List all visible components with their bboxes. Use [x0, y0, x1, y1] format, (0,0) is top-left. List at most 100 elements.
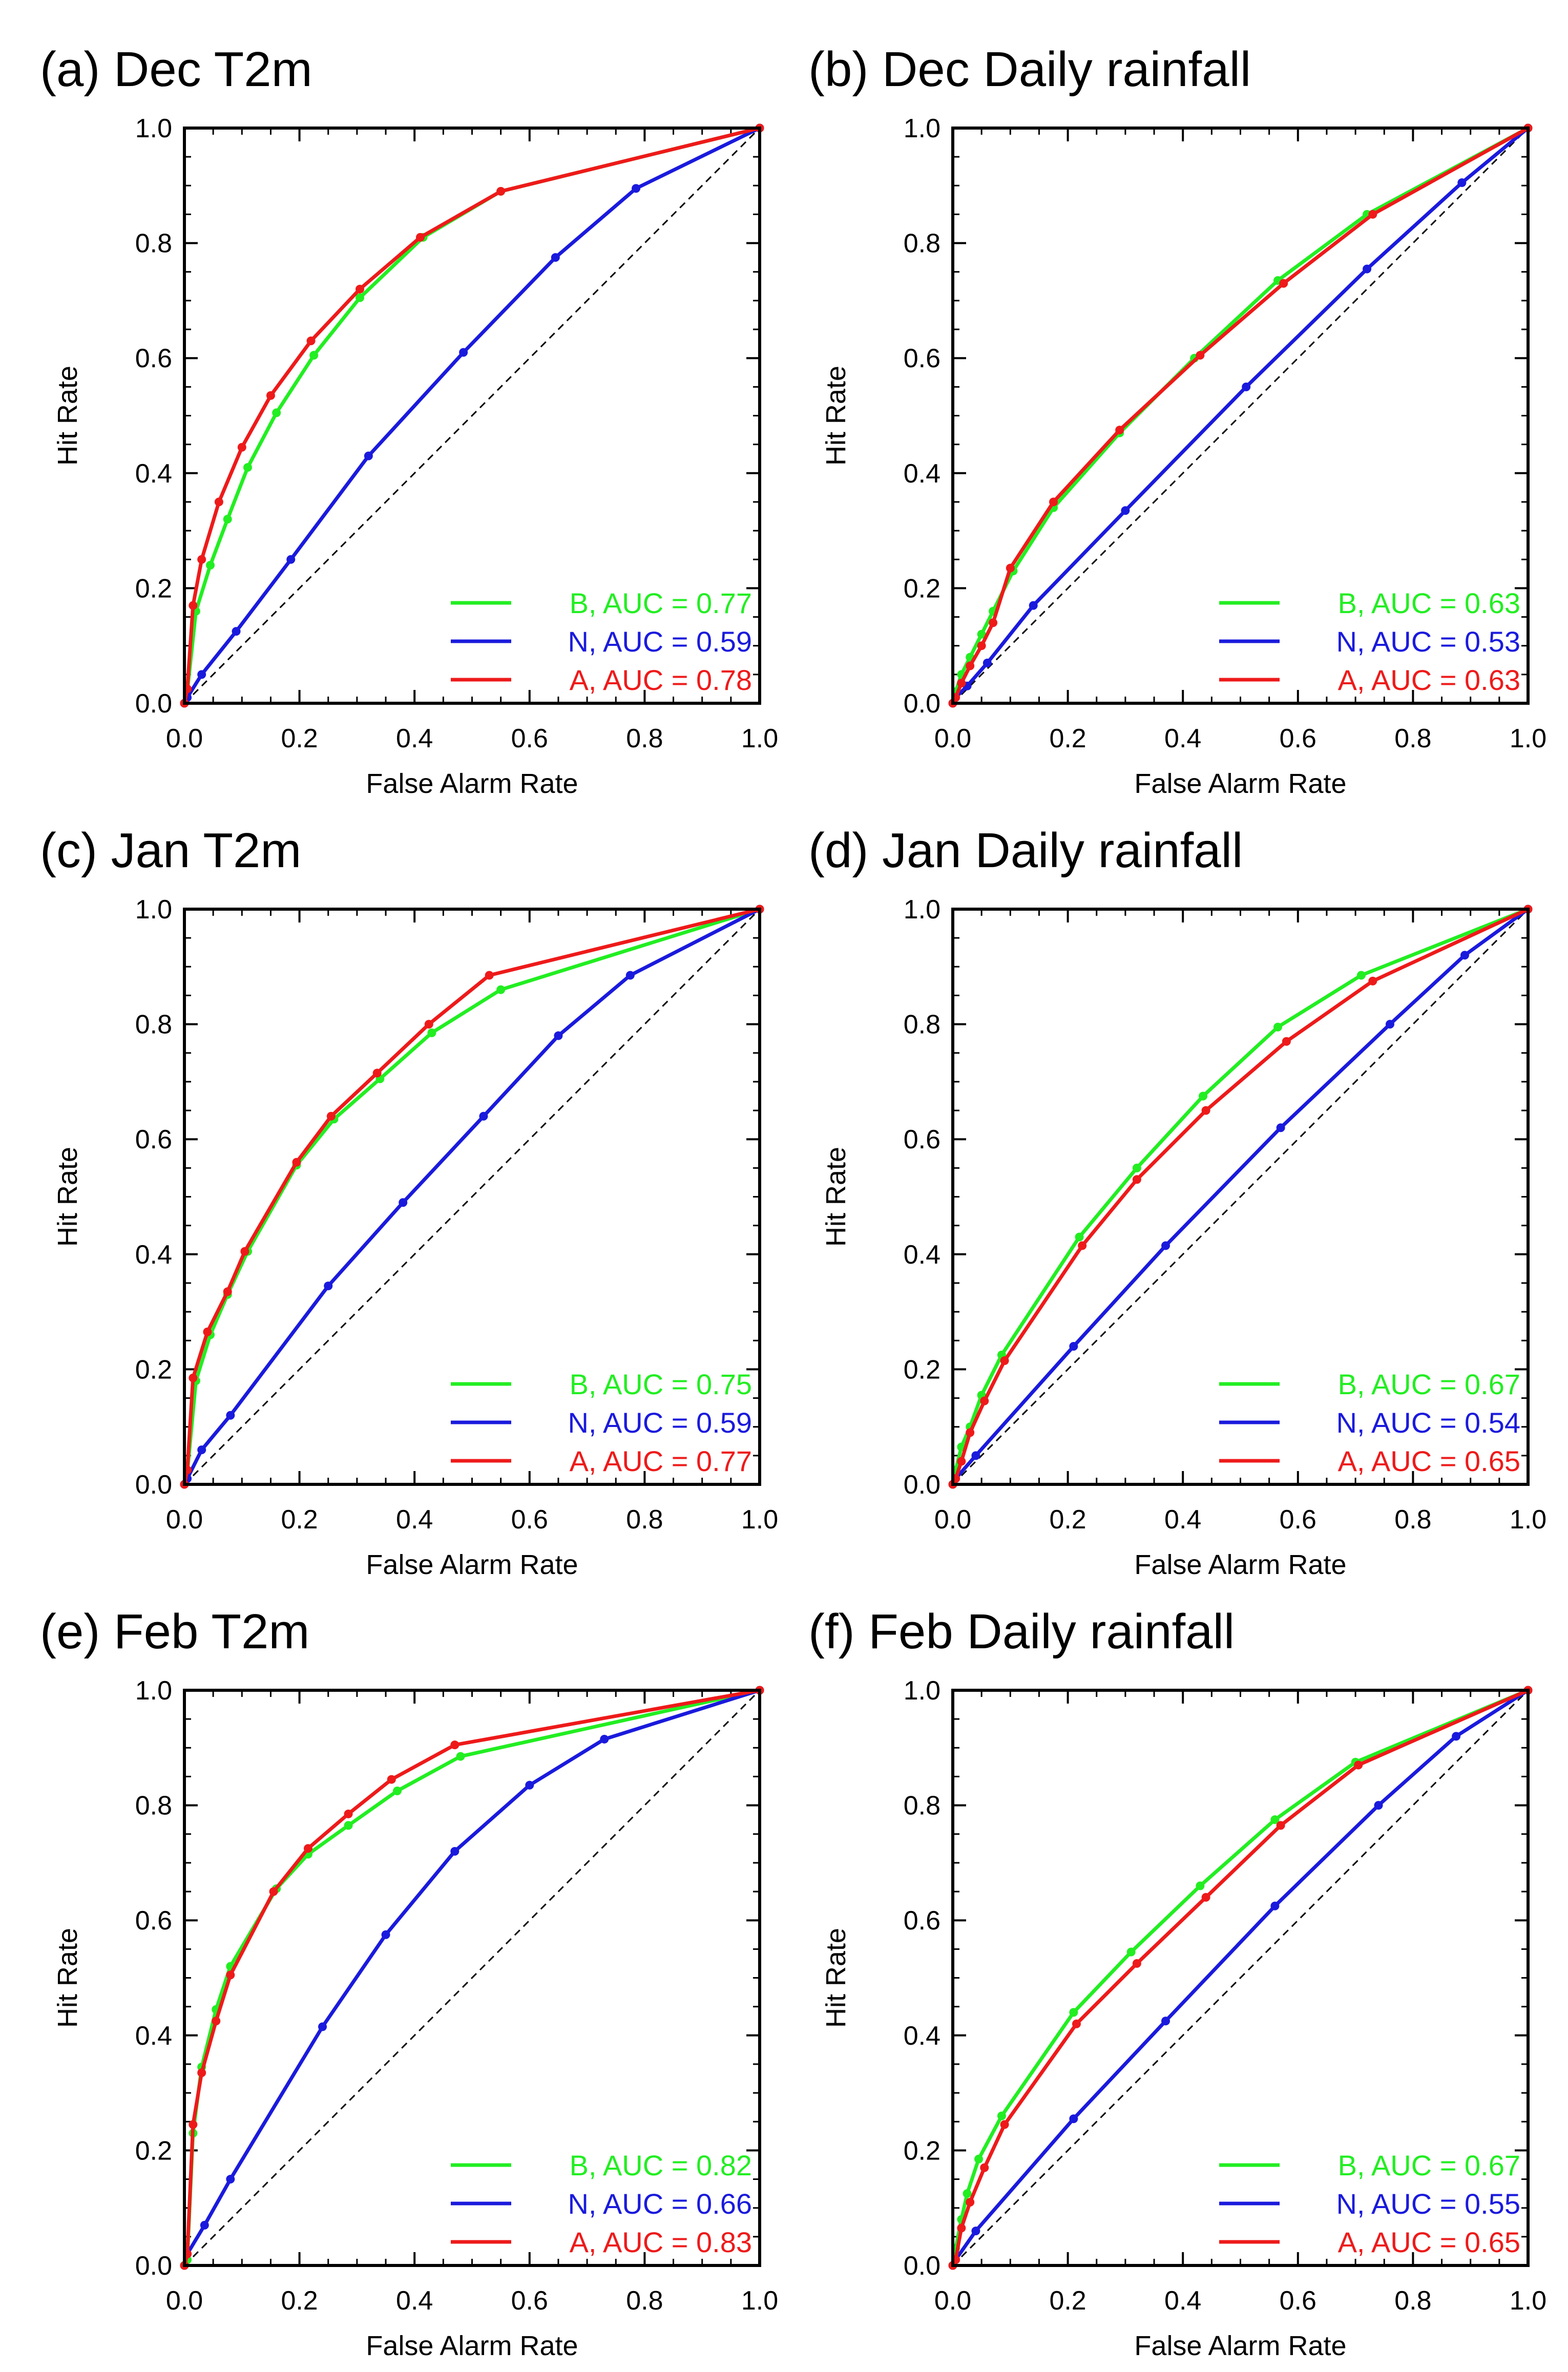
y-axis-label: Hit Rate [821, 366, 851, 466]
x-tick-label: 0.2 [1049, 724, 1086, 753]
y-tick-label: 0.4 [135, 2021, 172, 2051]
data-point-A [303, 1844, 312, 1853]
y-axis-label: Hit Rate [52, 366, 83, 466]
y-tick-label: 0.0 [135, 689, 172, 719]
y-tick-label: 0.2 [135, 574, 172, 603]
legend-label-N: N, AUC = 0.59 [568, 625, 752, 658]
diagonal-reference-line [183, 127, 761, 704]
series-A [180, 1686, 764, 2270]
data-point-B [223, 515, 232, 524]
x-tick-label: 0.2 [1049, 1505, 1086, 1535]
data-point-B [997, 2111, 1006, 2121]
y-tick-label: 0.0 [135, 1470, 172, 1500]
data-point-N [625, 971, 635, 980]
y-tick-label: 0.8 [904, 229, 940, 259]
data-point-A [1078, 1241, 1087, 1250]
data-point-A [1132, 1175, 1141, 1184]
data-point-N [1069, 1341, 1078, 1351]
data-point-A [306, 337, 316, 346]
data-point-N [459, 348, 468, 357]
data-point-A [387, 1775, 396, 1784]
x-tick-label: 0.6 [1280, 2286, 1316, 2316]
series-A [948, 1686, 1533, 2270]
y-axis-label: Hit Rate [52, 1147, 83, 1247]
data-point-N [554, 1031, 563, 1040]
y-tick-label: 0.6 [135, 344, 172, 373]
data-point-N [551, 253, 560, 262]
y-tick-label: 0.4 [904, 2021, 940, 2051]
y-tick-label: 0.8 [904, 1791, 940, 1821]
x-axis-label: False Alarm Rate [366, 1549, 578, 1580]
x-tick-label: 0.0 [166, 724, 203, 753]
data-point-N [232, 627, 241, 636]
panel-title: (f) Feb Daily rainfall [808, 1604, 1235, 1659]
y-tick-label: 1.0 [135, 114, 172, 143]
data-point-A [189, 2120, 198, 2129]
data-point-A [237, 443, 246, 452]
data-point-A [989, 618, 998, 627]
data-point-N [286, 555, 296, 564]
data-point-A [1000, 1356, 1009, 1366]
panel-title: (c) Jan T2m [40, 823, 301, 878]
data-point-N [450, 1846, 459, 1856]
series-line-N [951, 126, 1530, 705]
data-point-B [1273, 1022, 1282, 1032]
panel-title: (e) Feb T2m [40, 1604, 309, 1659]
series-line-N [182, 1688, 762, 2268]
legend: B, AUC = 0.67 N, AUC = 0.55 A, AUC = 0.65 [1219, 2149, 1520, 2258]
data-point-A [1196, 351, 1205, 360]
y-tick-label: 0.2 [135, 2136, 172, 2166]
data-point-N [318, 2022, 327, 2031]
data-point-B [309, 351, 319, 360]
data-point-B [1199, 1091, 1208, 1101]
data-point-A [326, 1111, 336, 1121]
data-point-B [1356, 971, 1366, 980]
data-point-A [957, 2223, 966, 2233]
x-tick-label: 0.8 [1394, 2286, 1431, 2316]
series-line-A [182, 1688, 762, 2268]
data-point-A [1201, 1106, 1210, 1115]
panel-c: (c) Jan T2m 0.0 0.0 0.2 0.2 0.4 0.4 0.6 0.6 0.8 0.… [40, 823, 778, 1580]
x-tick-label: 0.6 [511, 724, 548, 753]
y-tick-label: 0.4 [904, 459, 940, 489]
data-point-A [1354, 1760, 1363, 1770]
diagonal-reference-line [952, 127, 1529, 704]
y-tick-label: 0.0 [904, 689, 940, 719]
x-tick-label: 1.0 [741, 2286, 778, 2316]
data-point-B [1126, 1947, 1136, 1957]
y-axis-label: Hit Rate [52, 1928, 83, 2028]
data-point-N [1385, 1020, 1394, 1029]
y-tick-label: 0.2 [904, 574, 940, 603]
data-point-N [1069, 2114, 1078, 2124]
legend-label-A: A, AUC = 0.65 [1338, 2226, 1520, 2258]
data-point-N [1161, 1241, 1170, 1250]
x-tick-label: 0.4 [1164, 1505, 1201, 1535]
series-line-N [182, 907, 762, 1486]
y-tick-label: 0.6 [904, 344, 940, 373]
legend: B, AUC = 0.82 N, AUC = 0.66 A, AUC = 0.83 [451, 2149, 752, 2258]
data-point-A [966, 1428, 975, 1437]
panel-title: (b) Dec Daily rainfall [808, 42, 1251, 97]
panel-title: (a) Dec T2m [40, 42, 312, 97]
x-tick-label: 0.6 [511, 2286, 548, 2316]
diagonal-reference-line [183, 1689, 761, 2266]
data-point-A [424, 1020, 433, 1029]
x-tick-label: 0.0 [934, 1505, 971, 1535]
x-tick-label: 1.0 [741, 724, 778, 753]
x-tick-label: 0.6 [511, 1505, 548, 1535]
data-point-A [189, 1373, 198, 1382]
data-point-N [1242, 382, 1251, 391]
data-point-A [212, 2017, 221, 2026]
y-tick-label: 1.0 [904, 895, 940, 925]
data-point-N [1460, 951, 1469, 960]
x-tick-label: 0.0 [166, 1505, 203, 1535]
data-point-A [292, 1158, 301, 1167]
data-point-N [381, 1930, 390, 1939]
y-tick-label: 0.0 [135, 2251, 172, 2281]
x-tick-label: 0.6 [1280, 1505, 1316, 1535]
x-tick-label: 0.4 [396, 1505, 433, 1535]
data-point-N [1121, 506, 1130, 515]
data-point-N [1374, 1801, 1383, 1810]
legend-label-A: A, AUC = 0.83 [570, 2226, 752, 2258]
